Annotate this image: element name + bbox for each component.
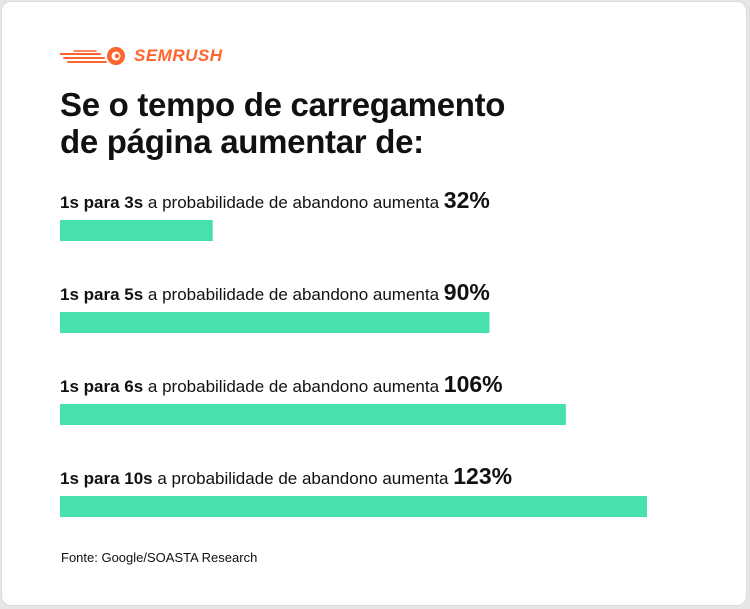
- category-label: 1s para 10s: [60, 469, 153, 488]
- bar: [60, 404, 566, 425]
- bar-label: 1s para 5s a probabilidade de abandono a…: [60, 279, 490, 305]
- value-label: 123%: [453, 463, 512, 489]
- bar-label: 1s para 3s a probabilidade de abandono a…: [60, 187, 490, 213]
- page-title: Se o tempo de carregamento de página aum…: [60, 86, 700, 160]
- value-label: 90%: [444, 279, 490, 305]
- title-line-2: de página aumentar de:: [60, 123, 424, 160]
- flame-icon: [60, 47, 125, 65]
- category-label: 1s para 6s: [60, 377, 143, 396]
- label-middle-text: a probabilidade de abandono aumenta: [143, 285, 444, 304]
- label-middle-text: a probabilidade de abandono aumenta: [143, 377, 444, 396]
- value-label: 32%: [444, 187, 490, 213]
- brand-name: SEMRUSH: [134, 46, 223, 65]
- bar: [60, 496, 647, 517]
- title-line-1: Se o tempo de carregamento: [60, 86, 506, 123]
- label-middle-text: a probabilidade de abandono aumenta: [143, 193, 444, 212]
- semrush-logo: SEMRUSH: [60, 44, 223, 68]
- label-middle-text: a probabilidade de abandono aumenta: [153, 469, 454, 488]
- bar-label: 1s para 10s a probabilidade de abandono …: [60, 463, 512, 489]
- category-label: 1s para 3s: [60, 193, 143, 212]
- bar-label: 1s para 6s a probabilidade de abandono a…: [60, 371, 503, 397]
- bar: [60, 220, 213, 241]
- value-label: 106%: [444, 371, 503, 397]
- source-note: Fonte: Google/SOASTA Research: [61, 550, 258, 565]
- category-label: 1s para 5s: [60, 285, 143, 304]
- bar: [60, 312, 490, 333]
